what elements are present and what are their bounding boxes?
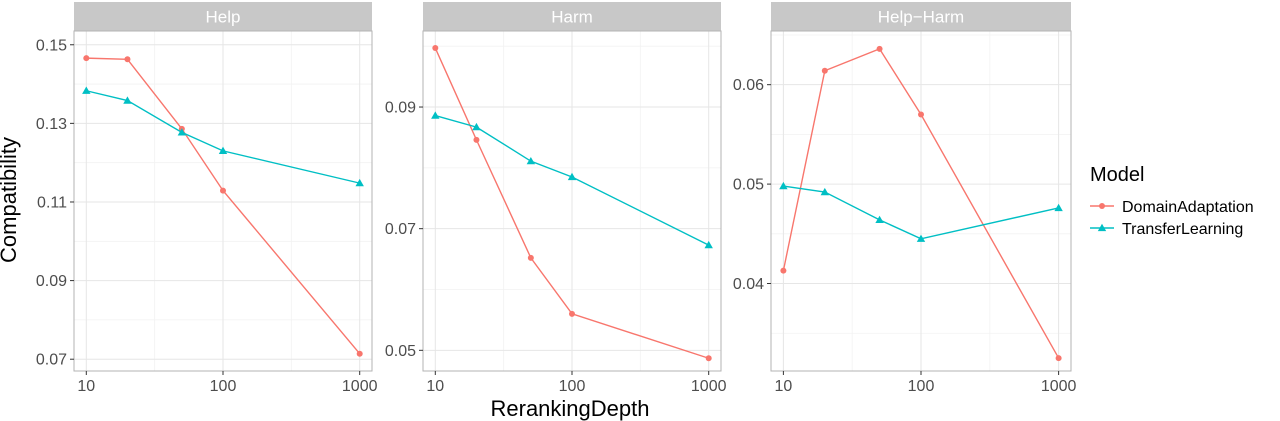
data-point: [918, 111, 924, 118]
data-point: [83, 55, 90, 62]
x-tick-label: 100: [908, 378, 935, 395]
legend: Model DomainAdaptation TransferLearning: [1090, 164, 1254, 238]
x-tick-label: 10: [426, 378, 444, 395]
x-tick-label: 10: [774, 378, 792, 395]
x-tick-label: 100: [210, 378, 237, 395]
data-point: [526, 156, 536, 165]
data-point: [916, 234, 926, 242]
y-tick-label: 0.04: [733, 276, 764, 293]
legend-label: TransferLearning: [1122, 221, 1243, 238]
data-point: [473, 136, 480, 143]
data-point: [569, 310, 575, 317]
y-tick-label: 0.05: [733, 177, 764, 194]
x-tick-label: 10: [77, 378, 95, 395]
x-tick-label: 1000: [691, 378, 727, 395]
series-transferlearning: [779, 181, 1063, 242]
data-point: [779, 181, 788, 190]
data-point: [355, 178, 364, 187]
panel-strip: [74, 2, 372, 31]
y-tick-label: 0.09: [385, 100, 416, 117]
y-tick-label: 0.07: [385, 221, 416, 238]
data-point: [220, 187, 226, 194]
data-point: [821, 67, 828, 74]
legend-entry-domainadaptation: DomainAdaptation: [1090, 199, 1254, 216]
data-point: [876, 45, 883, 52]
y-tick-label: 0.05: [385, 343, 416, 360]
data-point: [82, 86, 91, 94]
data-point: [432, 45, 439, 52]
y-tick-label: 0.09: [36, 273, 67, 290]
legend-circle-marker: [1099, 203, 1105, 209]
y-tick-label: 0.15: [36, 37, 67, 54]
y-tick-label: 0.06: [733, 77, 764, 94]
data-point: [875, 215, 884, 224]
legend-label: DomainAdaptation: [1122, 199, 1254, 216]
y-tick-label: 0.07: [36, 352, 67, 369]
panel-help-harm: Help−Harm 0.04 0.05 0.06 10 100 1000: [733, 2, 1077, 395]
data-point: [567, 172, 577, 181]
data-point: [1055, 355, 1062, 362]
panel-strip: [423, 2, 721, 31]
panel-strip-title: Help: [206, 8, 241, 27]
x-axis-title: RerankingDepth: [491, 396, 650, 421]
series-domainadaptation: [780, 45, 1062, 362]
series-transferlearning: [82, 86, 364, 187]
x-tick-label: 1000: [342, 378, 378, 395]
data-point: [472, 122, 481, 131]
y-tick-label: 0.13: [36, 116, 67, 133]
y-tick-label: 0.11: [37, 194, 67, 211]
data-point: [527, 254, 534, 261]
data-point: [431, 111, 440, 119]
legend-triangle-marker: [1097, 223, 1107, 232]
data-point: [218, 146, 228, 155]
x-tick-label: 1000: [1041, 378, 1077, 395]
panel-strip-title: Help−Harm: [878, 8, 964, 27]
data-point: [124, 56, 131, 63]
series-transferlearning: [431, 111, 713, 249]
chart-panels: Help 0.07 0.09 0.11 0.13 0.15 10 100 1000 Harm 0.0…: [36, 2, 1077, 395]
data-point: [123, 96, 132, 104]
x-tick-label: 100: [559, 378, 586, 395]
data-point: [780, 267, 787, 274]
series-domainadaptation: [432, 45, 712, 362]
panel-strip-title: Harm: [551, 8, 593, 27]
data-point: [356, 350, 363, 357]
y-axis-title: Compatibility: [0, 137, 21, 263]
legend-title: Model: [1090, 164, 1144, 186]
data-point: [1054, 203, 1063, 212]
legend-entry-transferlearning: TransferLearning: [1090, 221, 1243, 238]
data-point: [704, 240, 713, 249]
panel-help: Help 0.07 0.09 0.11 0.13 0.15 10 100 1000: [36, 2, 378, 395]
data-point: [705, 355, 712, 362]
panel-harm: Harm 0.05 0.07 0.09 10 100 1000: [385, 2, 727, 395]
data-point: [177, 128, 187, 136]
data-point: [820, 187, 830, 196]
panel-strip: [771, 2, 1071, 31]
